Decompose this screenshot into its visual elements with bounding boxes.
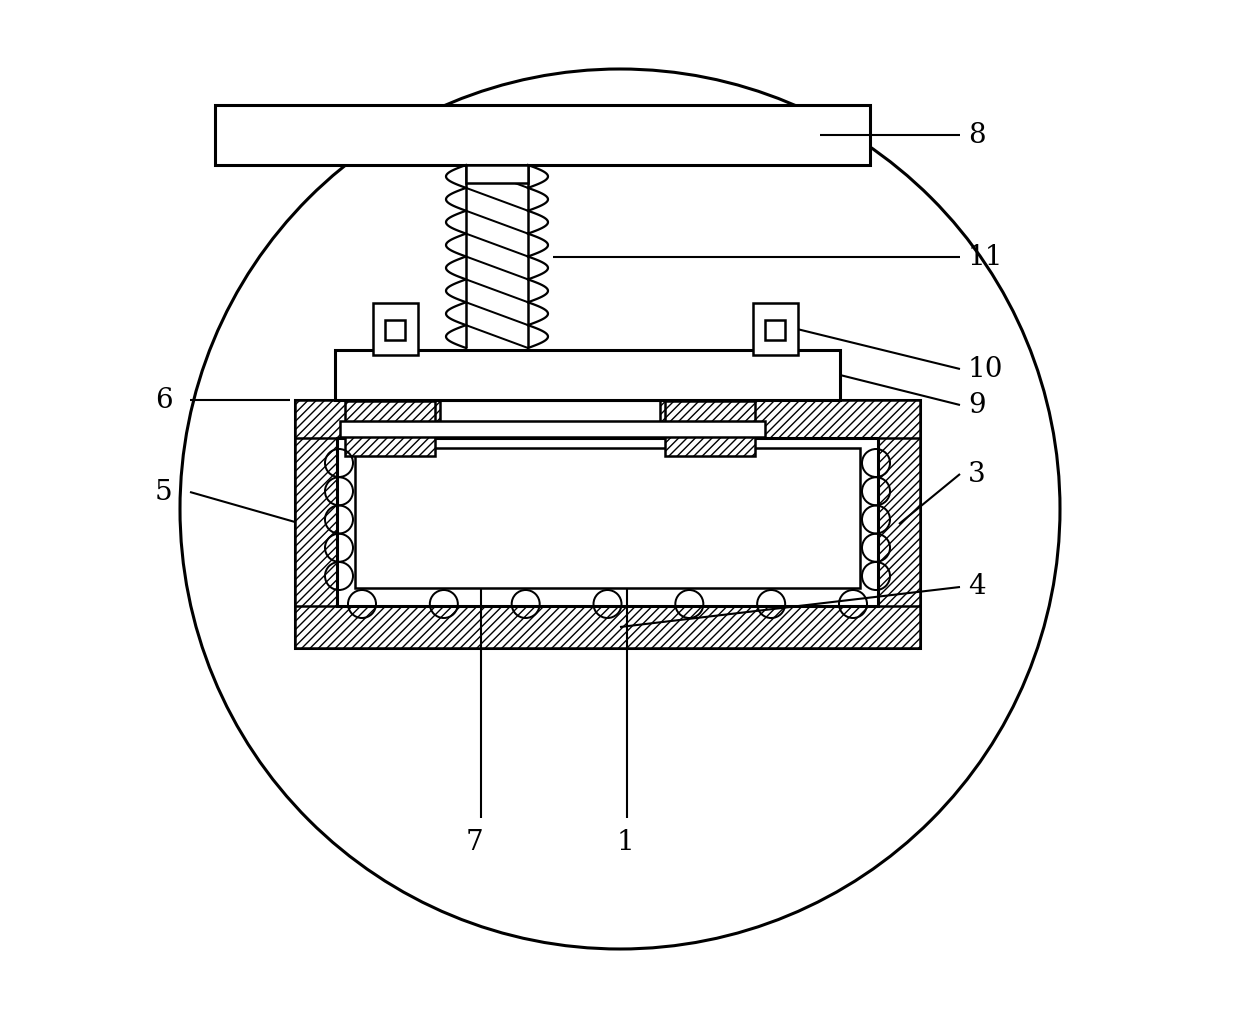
Text: 11: 11 [968, 243, 1003, 271]
Bar [295, 400, 337, 648]
Bar [384, 320, 405, 340]
Bar [660, 400, 920, 438]
Bar [355, 448, 861, 588]
Bar [340, 421, 765, 437]
Bar [665, 401, 755, 456]
Text: 7: 7 [466, 830, 484, 856]
Text: 9: 9 [968, 392, 986, 418]
Bar [753, 303, 799, 355]
Bar [345, 401, 435, 456]
Text: 6: 6 [155, 387, 172, 413]
Text: 3: 3 [968, 460, 986, 488]
Text: 5: 5 [155, 478, 172, 506]
Bar [765, 320, 785, 340]
Text: 4: 4 [968, 573, 986, 601]
Bar [335, 350, 839, 400]
Text: 10: 10 [968, 355, 1003, 383]
Bar [295, 400, 440, 438]
Bar [337, 438, 878, 606]
Bar [215, 105, 870, 165]
Bar [878, 400, 920, 648]
Bar [295, 606, 920, 648]
Text: 8: 8 [968, 121, 986, 149]
Text: 1: 1 [618, 830, 635, 856]
Bar [466, 165, 528, 183]
Bar [373, 303, 418, 355]
Bar [295, 400, 920, 648]
